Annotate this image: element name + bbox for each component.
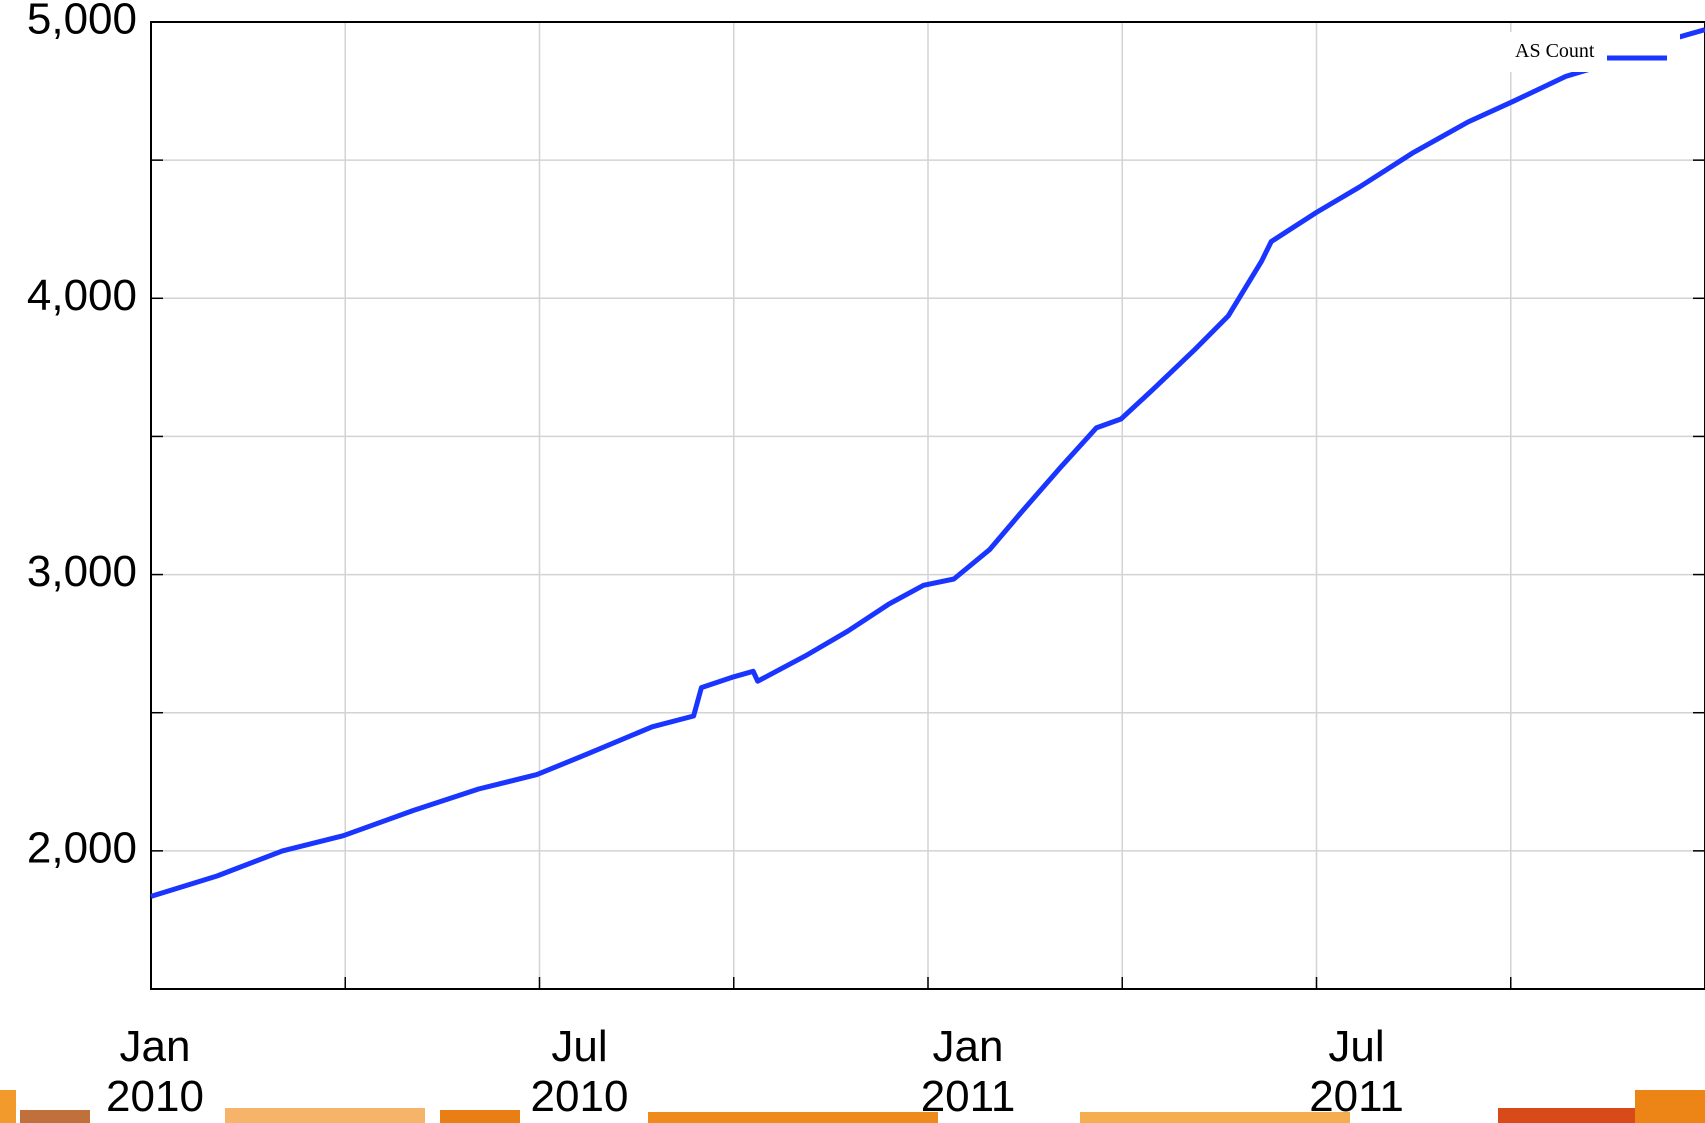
y-tick-label: 3,000 xyxy=(27,547,137,596)
x-tick-label: Jan 2010 xyxy=(106,1022,204,1121)
x-tick-label: Jul 2011 xyxy=(1309,1022,1404,1121)
plot-frame xyxy=(150,21,1705,990)
line-series xyxy=(150,27,1705,899)
legend-box xyxy=(1505,32,1680,72)
y-tick-label: 5,000 xyxy=(27,0,137,44)
legend-label: AS Count xyxy=(1515,40,1595,62)
x-tick-label: Jan 2011 xyxy=(920,1022,1016,1121)
y-tick-label: 2,000 xyxy=(27,823,137,872)
bottom-strip xyxy=(0,1090,1705,1123)
x-tick-label: Jul 2010 xyxy=(530,1022,629,1121)
y-tick-label: 4,000 xyxy=(27,271,137,320)
